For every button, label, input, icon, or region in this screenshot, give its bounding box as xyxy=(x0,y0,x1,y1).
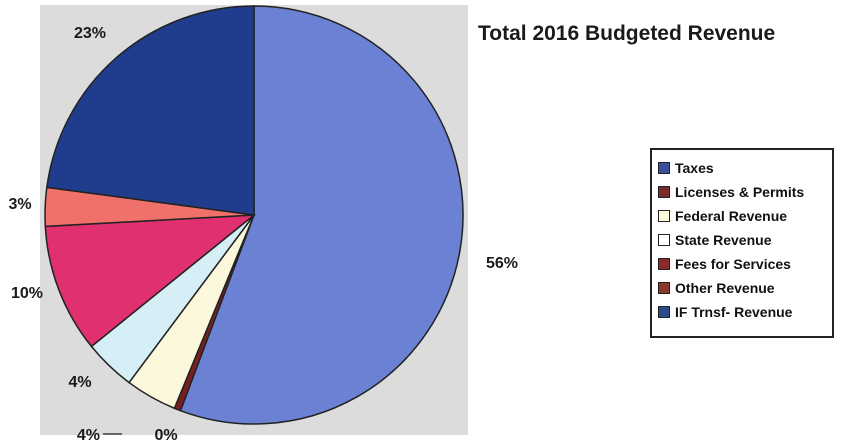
legend-swatch xyxy=(658,210,670,222)
legend-label: IF Trnsf- Revenue xyxy=(675,304,793,320)
pie-slice-taxes xyxy=(179,5,464,425)
chart-title: Total 2016 Budgeted Revenue xyxy=(478,22,776,45)
pie-label-if-trnsf-revenue: 23% xyxy=(74,25,106,42)
legend-swatch xyxy=(658,306,670,318)
pie-slices xyxy=(44,5,464,425)
legend-label: Taxes xyxy=(675,160,714,176)
legend-item: Licenses & Permits xyxy=(658,180,832,204)
legend-label: State Revenue xyxy=(675,232,772,248)
legend-item: Other Revenue xyxy=(658,276,832,300)
legend-item: Federal Revenue xyxy=(658,204,832,228)
legend-swatch xyxy=(658,258,670,270)
legend-label: Federal Revenue xyxy=(675,208,788,224)
pie-label-taxes: 56% xyxy=(486,255,518,272)
legend-swatch xyxy=(658,234,670,246)
legend-item: IF Trnsf- Revenue xyxy=(658,300,832,324)
legend-label: Licenses & Permits xyxy=(675,184,805,200)
legend-label: Other Revenue xyxy=(675,280,775,296)
pie-label-licenses-permits: 0% xyxy=(154,427,177,442)
legend-swatch xyxy=(658,162,670,174)
legend-label: Fees for Services xyxy=(675,256,791,272)
pie-label-fees-for-services: 10% xyxy=(11,285,43,302)
legend-item: State Revenue xyxy=(658,228,832,252)
pie-labels: 56% 0% 4% 4% 10% 3% 23% xyxy=(8,25,518,444)
legend-swatch xyxy=(658,282,670,294)
pie-label-state-revenue: 4% xyxy=(68,374,91,391)
legend-item: Fees for Services xyxy=(658,252,832,276)
pie-slice-if-trnsf-revenue xyxy=(45,5,255,216)
legend-item: Taxes xyxy=(658,156,832,180)
pie-slice-fees-for-services xyxy=(44,214,257,348)
legend-swatch xyxy=(658,186,670,198)
pie-label-federal-revenue: 4% xyxy=(77,427,100,442)
legend: Taxes Licenses & Permits Federal Revenue St… xyxy=(650,148,834,338)
pie-label-other-revenue: 3% xyxy=(8,196,31,213)
